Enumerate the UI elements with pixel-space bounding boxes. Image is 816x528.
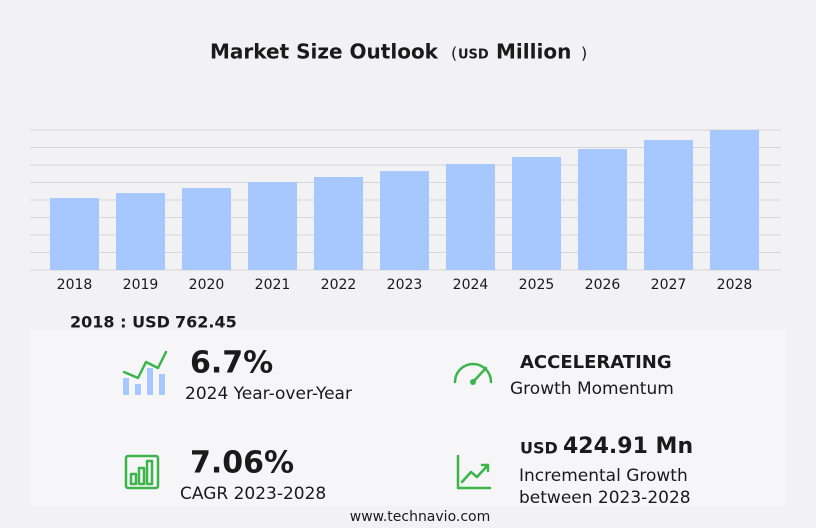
x-tick-label: 2028 [717, 277, 753, 293]
bar [116, 193, 165, 270]
icon-yoy [122, 350, 168, 395]
x-tick-label: 2020 [189, 277, 225, 293]
stat-label: 2024 Year-over-Year [185, 384, 352, 404]
unit-close: ) [581, 44, 587, 63]
bar [710, 130, 759, 270]
bar [578, 149, 627, 270]
bar [182, 188, 231, 270]
x-tick-label: 2018 [57, 277, 93, 293]
stat-label: Incremental Growth [519, 466, 688, 486]
bar [644, 140, 693, 270]
stat-value: 7.06% [190, 446, 294, 481]
stat-value: 424.91 Mn [563, 434, 693, 459]
x-tick-label: 2026 [585, 277, 621, 293]
bar [446, 163, 495, 270]
stats-panel [30, 330, 786, 506]
unit-name: Million [496, 40, 571, 64]
bar [380, 171, 429, 270]
stat-prefix: USD [520, 439, 558, 458]
stat-label: between 2023-2028 [519, 488, 691, 508]
bar [512, 156, 561, 270]
stat-value: ACCELERATING [520, 352, 672, 373]
x-tick-label: 2023 [387, 277, 423, 293]
chart-title: Market Size Outlook [210, 40, 439, 64]
stat-label: Growth Momentum [510, 379, 674, 399]
x-tick-label: 2019 [123, 277, 159, 293]
bar [314, 177, 363, 270]
stat-label: CAGR 2023-2028 [180, 484, 326, 504]
bar [248, 182, 297, 270]
stat-value: 6.7% [190, 346, 273, 381]
icon-cagr [124, 454, 160, 490]
x-tick-label: 2025 [519, 277, 555, 293]
base-year-value: 762.45 [175, 313, 237, 332]
x-tick-label: 2024 [453, 277, 489, 293]
footer: www.technavio.com [350, 509, 491, 525]
icon-gauge [453, 362, 493, 385]
unit-open: ( [451, 44, 457, 63]
x-tick-label: 2021 [255, 277, 291, 293]
x-tick-label: 2022 [321, 277, 357, 293]
bar [50, 198, 99, 270]
base-year-label: 2018 : USD [70, 313, 170, 332]
x-tick-label: 2027 [651, 277, 687, 293]
icon-incremental [456, 454, 492, 490]
unit-currency: USD [458, 48, 489, 63]
